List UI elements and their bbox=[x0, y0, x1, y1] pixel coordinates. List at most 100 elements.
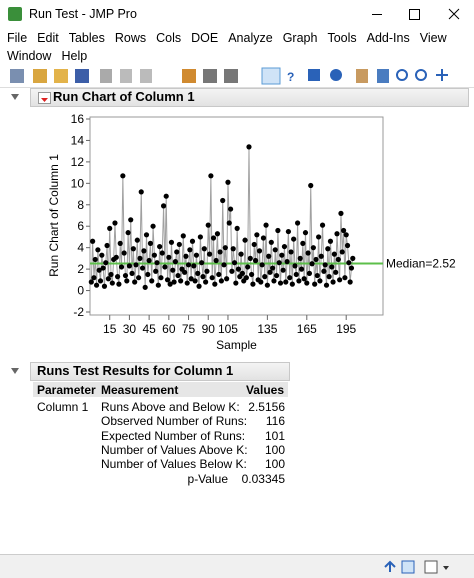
point bbox=[91, 275, 97, 281]
point bbox=[120, 173, 126, 179]
point bbox=[133, 262, 139, 268]
point bbox=[118, 264, 125, 270]
point bbox=[329, 264, 335, 270]
point bbox=[113, 254, 119, 260]
menu-item[interactable]: Help bbox=[61, 49, 88, 63]
point bbox=[292, 263, 298, 269]
point bbox=[222, 245, 228, 251]
point bbox=[196, 283, 202, 289]
minimize-button[interactable] bbox=[358, 0, 396, 29]
point bbox=[230, 246, 236, 252]
disclosure-icon[interactable] bbox=[9, 366, 21, 378]
point bbox=[301, 276, 307, 282]
point bbox=[218, 278, 224, 284]
point bbox=[90, 238, 96, 244]
point bbox=[200, 274, 206, 280]
point bbox=[308, 182, 314, 189]
point bbox=[306, 270, 313, 276]
point bbox=[245, 264, 251, 270]
point bbox=[281, 243, 288, 250]
point bbox=[162, 264, 168, 270]
point bbox=[276, 260, 282, 266]
point bbox=[107, 225, 113, 231]
point bbox=[178, 278, 184, 284]
toolbar: ? bbox=[0, 65, 474, 88]
point bbox=[319, 222, 326, 228]
menu-item[interactable]: Cols bbox=[156, 31, 182, 45]
app-icon bbox=[8, 7, 22, 21]
point bbox=[189, 238, 196, 244]
point bbox=[313, 256, 319, 263]
x-tick-label: 60 bbox=[162, 322, 176, 336]
menu-item[interactable]: Tables bbox=[68, 31, 105, 45]
point bbox=[138, 189, 144, 195]
point bbox=[176, 241, 182, 248]
point bbox=[124, 278, 130, 284]
outline-header[interactable]: Runs Test Results for Column 1 bbox=[11, 362, 290, 381]
outline-header[interactable]: Run Chart of Column 1 bbox=[11, 88, 469, 107]
menu-item[interactable]: File bbox=[7, 31, 28, 45]
point bbox=[224, 276, 230, 282]
point bbox=[213, 257, 219, 264]
point bbox=[195, 270, 201, 276]
point bbox=[183, 253, 189, 259]
point bbox=[338, 210, 344, 216]
point bbox=[247, 255, 253, 261]
point bbox=[266, 253, 272, 259]
point bbox=[260, 235, 267, 241]
point bbox=[206, 251, 213, 257]
point bbox=[344, 242, 351, 249]
measurement-cell: Runs Above and Below K: bbox=[101, 400, 240, 414]
y-tick-label: 0 bbox=[77, 284, 84, 298]
status-icons[interactable] bbox=[380, 558, 474, 576]
point bbox=[233, 280, 239, 286]
point bbox=[347, 279, 353, 285]
point bbox=[225, 179, 231, 185]
point bbox=[216, 271, 222, 278]
menu-item[interactable]: Edit bbox=[37, 31, 59, 45]
point bbox=[333, 269, 339, 275]
menu-item[interactable]: DOE bbox=[191, 31, 219, 45]
point bbox=[326, 274, 332, 280]
point bbox=[204, 268, 210, 274]
point bbox=[296, 278, 302, 284]
menu-item[interactable]: Graph bbox=[282, 31, 318, 45]
menu-item[interactable]: Window bbox=[7, 49, 52, 63]
point bbox=[262, 274, 268, 280]
red-triangle-menu[interactable] bbox=[38, 92, 51, 104]
svg-text:?: ? bbox=[287, 70, 294, 84]
point bbox=[145, 271, 151, 278]
parameter-cell: Column 1 bbox=[37, 400, 89, 414]
menu-item[interactable]: Analyze bbox=[228, 31, 273, 45]
disclosure-icon[interactable] bbox=[9, 92, 21, 104]
point bbox=[343, 232, 349, 238]
point bbox=[312, 281, 318, 287]
point bbox=[180, 233, 186, 239]
close-button[interactable] bbox=[434, 0, 474, 29]
status-bar bbox=[0, 554, 474, 578]
y-tick-label: 4 bbox=[77, 241, 84, 255]
point bbox=[93, 282, 100, 288]
point bbox=[264, 282, 270, 288]
point bbox=[250, 281, 256, 287]
maximize-button[interactable] bbox=[396, 0, 434, 29]
menu-item[interactable]: Tools bbox=[327, 31, 357, 45]
point bbox=[104, 242, 110, 249]
toolbar-buttons[interactable]: ? bbox=[10, 67, 448, 85]
point bbox=[212, 281, 218, 287]
menu-item[interactable]: View bbox=[419, 31, 447, 45]
point bbox=[305, 250, 311, 256]
menu-item[interactable]: Add-Ins bbox=[366, 31, 410, 45]
point bbox=[275, 227, 281, 234]
point bbox=[263, 222, 269, 228]
point bbox=[150, 223, 156, 229]
point bbox=[137, 255, 143, 261]
point bbox=[285, 228, 291, 235]
x-tick-label: 135 bbox=[257, 322, 277, 336]
maximize-icon bbox=[409, 9, 420, 20]
point bbox=[239, 270, 246, 276]
point bbox=[273, 272, 280, 279]
point bbox=[268, 239, 274, 245]
point bbox=[136, 275, 142, 281]
menu-item[interactable]: Rows bbox=[114, 31, 147, 45]
